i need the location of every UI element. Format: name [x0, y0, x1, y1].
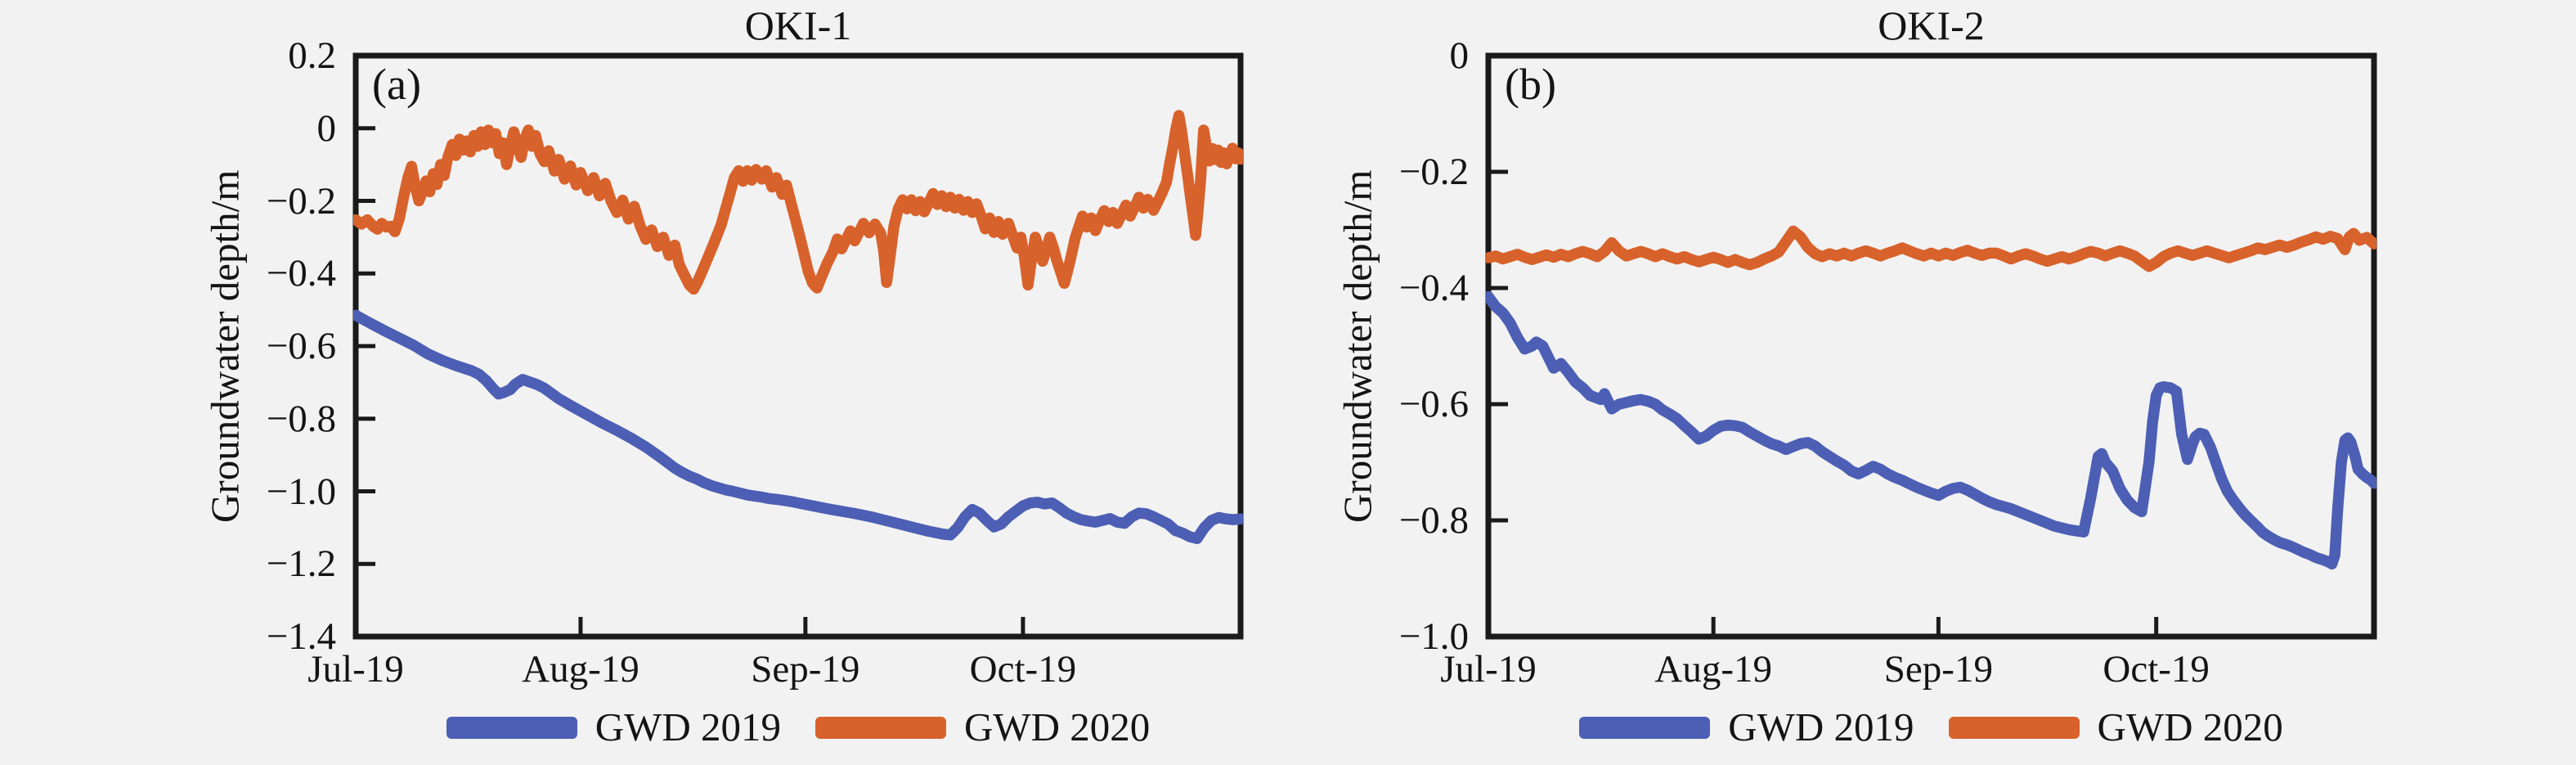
chart-title-oki2: OKI-2 — [1878, 2, 1985, 48]
x-tick-label: Sep-19 — [1883, 648, 1993, 691]
x-tick-label: Sep-19 — [751, 648, 860, 691]
y-tick-label: 0 — [1449, 34, 1470, 77]
x-tick-label: Aug-19 — [1654, 648, 1772, 691]
x-tick-label: Oct-19 — [2103, 648, 2210, 691]
y-tick-label: −0.4 — [1398, 267, 1469, 309]
y-tick-label: −0.4 — [266, 252, 336, 295]
y-tick-label: 0.2 — [288, 34, 336, 77]
x-tick-label: Oct-19 — [969, 648, 1077, 691]
legend-label-gwd-2019: GWD 2019 — [595, 704, 781, 749]
y-tick-label: −0.6 — [266, 325, 336, 367]
panel-label-a: (a) — [372, 60, 421, 109]
y-tick-label: −0.8 — [266, 397, 336, 440]
x-tick-label: Jul-19 — [307, 648, 404, 691]
y-tick-label: −1.0 — [266, 470, 336, 513]
plot-frame-oki2 — [1485, 52, 2377, 640]
y-tick-label: −1.2 — [266, 542, 336, 586]
y-axis-label-oki2: Groundwater depth/m — [1335, 169, 1380, 523]
legend-item-gwd-2019: GWD 2019 — [446, 702, 781, 753]
y-tick-label: −0.2 — [1398, 151, 1469, 193]
gwd-2020-line-oki1 — [353, 110, 1243, 295]
x-tick-label: Jul-19 — [1440, 648, 1537, 691]
gwd-2019-line-oki1 — [353, 309, 1243, 544]
plot-frame-oki1 — [352, 52, 1244, 640]
y-tick-label: 0 — [316, 106, 337, 150]
legend-label-gwd-2020: GWD 2020 — [2097, 704, 2283, 749]
legend-label-gwd-2020: GWD 2020 — [964, 704, 1151, 749]
panel-label-b: (b) — [1505, 60, 1556, 109]
legend-oki1: GWD 2019 GWD 2020 — [356, 702, 1241, 753]
legend-swatch-gwd-2019 — [446, 716, 577, 739]
legend-item-gwd-2019: GWD 2019 — [1579, 702, 1914, 753]
legend-item-gwd-2020: GWD 2020 — [1948, 702, 2283, 753]
x-tick-label: Aug-19 — [522, 648, 640, 691]
legend-swatch-gwd-2019 — [1579, 716, 1711, 739]
y-tick-label: −1.4 — [266, 615, 336, 658]
chart-title-oki1: OKI-1 — [744, 2, 852, 48]
legend-oki2: GWD 2019 GWD 2020 — [1488, 702, 2374, 753]
y-tick-label: −1.0 — [1398, 615, 1469, 658]
legend-swatch-gwd-2020 — [1948, 716, 2080, 739]
legend-label-gwd-2019: GWD 2019 — [1728, 704, 1914, 749]
y-tick-label: −0.6 — [1398, 383, 1469, 425]
y-tick-label: −0.8 — [1398, 499, 1469, 542]
gwd-2020-line-oki2 — [1486, 225, 2376, 272]
y-tick-label: −0.2 — [266, 179, 336, 223]
legend-swatch-gwd-2020 — [815, 716, 946, 739]
legend-item-gwd-2020: GWD 2020 — [815, 702, 1150, 753]
gwd-2019-line-oki2 — [1486, 290, 2376, 570]
